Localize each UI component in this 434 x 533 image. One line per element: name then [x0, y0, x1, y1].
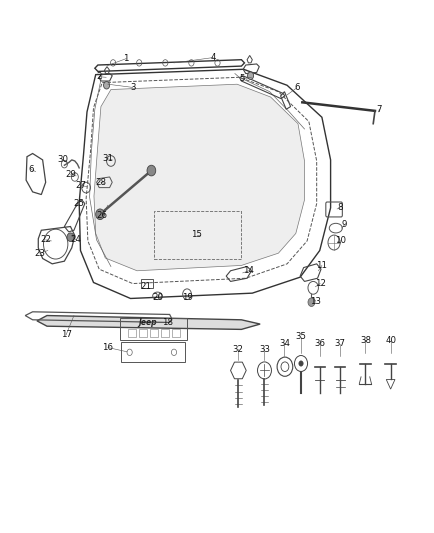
Text: 2: 2: [96, 72, 102, 81]
Text: 7: 7: [376, 105, 381, 114]
Bar: [161, 329, 168, 337]
Text: 34: 34: [278, 340, 289, 348]
Circle shape: [298, 361, 302, 366]
Text: 10: 10: [334, 237, 345, 245]
Text: 30: 30: [57, 156, 69, 164]
Circle shape: [147, 165, 155, 176]
Text: 6: 6: [293, 84, 299, 92]
Polygon shape: [37, 316, 260, 329]
Bar: [121, 342, 185, 362]
Text: 5: 5: [239, 75, 244, 83]
Circle shape: [67, 233, 74, 241]
Text: 38: 38: [359, 336, 370, 344]
Text: 32: 32: [232, 345, 243, 353]
Circle shape: [95, 209, 104, 220]
Text: 14: 14: [243, 266, 254, 275]
Bar: [154, 211, 241, 259]
Bar: [139, 329, 147, 337]
Text: 29: 29: [65, 171, 76, 179]
Circle shape: [247, 72, 253, 79]
Text: 37: 37: [334, 340, 345, 348]
Circle shape: [307, 298, 314, 306]
Text: Jeep: Jeep: [138, 318, 157, 327]
Text: 27: 27: [75, 181, 86, 190]
Bar: [141, 279, 152, 288]
Text: 16: 16: [102, 343, 113, 352]
Text: 12: 12: [314, 279, 325, 288]
Text: 36: 36: [313, 340, 325, 348]
Text: 8: 8: [337, 204, 342, 212]
Text: 20: 20: [151, 293, 163, 302]
Text: 15: 15: [191, 230, 202, 239]
Text: 4: 4: [210, 53, 215, 62]
Text: 28: 28: [95, 178, 106, 187]
Text: 24: 24: [70, 236, 82, 244]
Text: 33: 33: [258, 345, 270, 353]
Bar: [171, 329, 179, 337]
Text: 9: 9: [341, 221, 346, 229]
Text: 35: 35: [295, 333, 306, 341]
Text: 17: 17: [60, 330, 72, 339]
Text: 31: 31: [102, 155, 113, 163]
Text: 6: 6: [29, 165, 34, 174]
Bar: [150, 329, 158, 337]
Text: 11: 11: [316, 261, 327, 270]
Text: 21: 21: [140, 282, 151, 291]
Text: 22: 22: [40, 236, 51, 244]
Text: 18: 18: [162, 318, 173, 327]
Text: 25: 25: [73, 199, 85, 208]
Text: 19: 19: [182, 293, 193, 302]
Text: 13: 13: [309, 297, 321, 305]
Text: 26: 26: [96, 212, 108, 220]
Text: 40: 40: [385, 336, 396, 344]
Polygon shape: [94, 84, 304, 271]
Text: 1: 1: [123, 54, 128, 63]
Circle shape: [103, 82, 109, 89]
Bar: [119, 318, 187, 340]
Bar: [128, 329, 136, 337]
Text: 3: 3: [130, 83, 135, 92]
Text: 23: 23: [34, 249, 46, 257]
